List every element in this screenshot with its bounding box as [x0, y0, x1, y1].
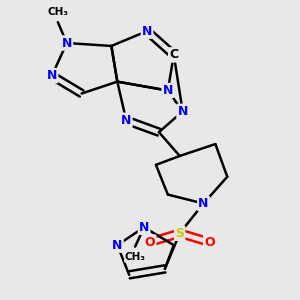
- Text: N: N: [139, 221, 149, 234]
- Text: S: S: [175, 227, 184, 240]
- Text: CH₃: CH₃: [47, 7, 68, 17]
- Text: N: N: [47, 69, 57, 82]
- Text: N: N: [178, 105, 188, 118]
- Text: N: N: [163, 84, 173, 97]
- Text: CH₃: CH₃: [124, 252, 146, 262]
- Text: N: N: [198, 197, 209, 210]
- Text: N: N: [112, 238, 122, 252]
- Text: O: O: [145, 236, 155, 249]
- Text: N: N: [61, 37, 72, 50]
- Text: N: N: [142, 25, 152, 38]
- Text: C: C: [169, 48, 178, 62]
- Text: O: O: [204, 236, 215, 249]
- Text: N: N: [121, 114, 131, 127]
